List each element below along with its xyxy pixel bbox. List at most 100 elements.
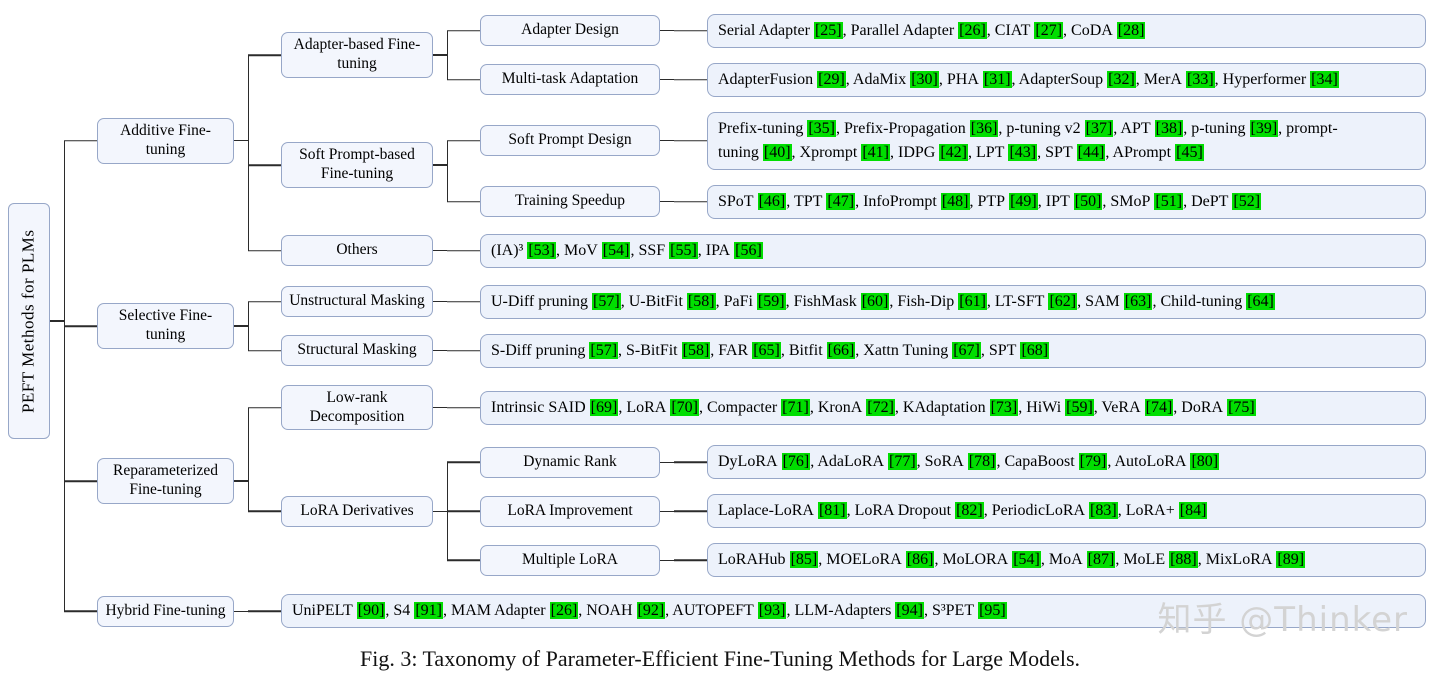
citation-link[interactable]: [26] <box>958 21 987 39</box>
citation-link[interactable]: [64] <box>1246 292 1275 310</box>
method-name: UniPELT <box>292 602 357 620</box>
citation-link[interactable]: [57] <box>589 341 619 359</box>
citation-link[interactable]: [65] <box>752 341 781 359</box>
node-soft-prompt-based-fine-tuning: Soft Prompt-based Fine-tuning <box>281 142 433 188</box>
citation-link[interactable]: [34] <box>1310 70 1339 88</box>
citation-link[interactable]: [60] <box>860 292 890 310</box>
citation-link[interactable]: [50] <box>1073 192 1103 210</box>
citation-link[interactable]: [91] <box>414 602 443 620</box>
citation-link[interactable]: [68] <box>1020 341 1050 359</box>
connector-line <box>660 200 674 203</box>
citation-link[interactable]: [94] <box>895 602 924 620</box>
citation-link[interactable]: [51] <box>1154 192 1184 210</box>
method-name: Xattn Tuning <box>863 341 953 359</box>
citation-link[interactable]: [25] <box>813 21 843 39</box>
citation-link[interactable]: [90] <box>356 602 386 620</box>
citation-link[interactable]: [70] <box>670 398 699 416</box>
citation-link[interactable]: [82] <box>955 502 984 520</box>
leaf-others: (IA)³ [53], MoV [54], SSF [55], IPA [56] <box>480 233 1426 268</box>
citation-link[interactable]: [79] <box>1078 453 1108 471</box>
citation-link[interactable]: [88] <box>1169 551 1198 569</box>
hybrid-children: UniPELT [90], S4 [91], MAM Adapter [26],… <box>248 594 1426 629</box>
citation-link[interactable]: [46] <box>757 192 787 210</box>
citation-link[interactable]: [83] <box>1089 502 1118 520</box>
citation-link[interactable]: [58] <box>686 292 716 310</box>
citation-link[interactable]: [26] <box>549 602 579 620</box>
tree-root-branch: PEFT Methods for PLMs Additive Fine-tuni… <box>8 4 1426 638</box>
method-name: APT <box>1120 119 1155 137</box>
connector-line <box>234 139 248 142</box>
citation-link[interactable]: [49] <box>1009 192 1038 210</box>
citation-link[interactable]: [59] <box>756 292 786 310</box>
citation-link[interactable]: [55] <box>669 241 698 259</box>
citation-link[interactable]: [56] <box>734 241 763 259</box>
citation-link[interactable]: [30] <box>910 70 939 88</box>
citation-link[interactable]: [62] <box>1048 292 1078 310</box>
branch-multiple-lora: Multiple LoRA LoRAHub [85], MOELoRA [86]… <box>446 525 1426 578</box>
citation-link[interactable]: [95] <box>978 602 1007 620</box>
branch-hybrid: Hybrid Fine-tuning UniPELT [90], S4 [91]… <box>63 576 1426 629</box>
citation-link[interactable]: [57] <box>592 292 621 310</box>
citation-link[interactable]: [66] <box>826 341 856 359</box>
citation-link[interactable]: [37] <box>1084 119 1114 137</box>
citation-link[interactable]: [93] <box>757 602 787 620</box>
citation-link[interactable]: [61] <box>958 292 987 310</box>
citation-link[interactable]: [76] <box>781 453 811 471</box>
citation-link[interactable]: [33] <box>1185 70 1215 88</box>
citation-link[interactable]: [72] <box>866 398 895 416</box>
citation-link[interactable]: [27] <box>1034 21 1064 39</box>
citation-link[interactable]: [42] <box>939 143 968 161</box>
citation-link[interactable]: [38] <box>1154 119 1184 137</box>
citation-link[interactable]: [29] <box>817 70 846 88</box>
citation-link[interactable]: [80] <box>1190 453 1220 471</box>
citation-link[interactable]: [89] <box>1276 551 1306 569</box>
citation-link[interactable]: [59] <box>1065 398 1094 416</box>
citation-link[interactable]: [41] <box>861 143 890 161</box>
citation-link[interactable]: [58] <box>681 341 711 359</box>
citation-link[interactable]: [53] <box>527 241 556 259</box>
citation-link[interactable]: [85] <box>789 551 819 569</box>
citation-link[interactable]: [71] <box>781 398 810 416</box>
citation-link[interactable]: [77] <box>888 453 917 471</box>
method-name: LLM-Adapters <box>794 602 896 620</box>
citation-link[interactable]: [48] <box>940 192 970 210</box>
citation-link[interactable]: [39] <box>1249 119 1279 137</box>
citation-link[interactable]: [40] <box>762 143 792 161</box>
citation-link[interactable]: [75] <box>1227 398 1256 416</box>
citation-link[interactable]: [54] <box>1012 551 1041 569</box>
citation-link[interactable]: [47] <box>826 192 856 210</box>
citation-link[interactable]: [35] <box>807 119 836 137</box>
citation-link[interactable]: [73] <box>989 398 1019 416</box>
method-name: SoRA <box>924 453 968 471</box>
method-name: DoRA <box>1181 398 1228 416</box>
branch-lora-derivatives: LoRA Derivatives Dynamic Rank DyLoRA [76… <box>247 427 1426 578</box>
node-multi-task-adaptation: Multi-task Adaptation <box>480 64 660 96</box>
citation-link[interactable]: [92] <box>636 602 666 620</box>
citation-link[interactable]: [69] <box>589 398 619 416</box>
citation-link[interactable]: [32] <box>1107 70 1136 88</box>
lora-derivatives-children: Dynamic Rank DyLoRA [76], AdaLoRA [77], … <box>446 445 1426 578</box>
citation-link[interactable]: [36] <box>969 119 999 137</box>
method-name: SPT <box>988 341 1021 359</box>
citation-link[interactable]: [63] <box>1123 292 1153 310</box>
citation-link[interactable]: [52] <box>1232 192 1262 210</box>
citation-link[interactable]: [43] <box>1008 143 1038 161</box>
method-name: AdaLoRA <box>817 453 888 471</box>
citation-link[interactable]: [67] <box>952 341 981 359</box>
method-name: Bitfit <box>788 341 827 359</box>
node-multiple-lora: Multiple LoRA <box>480 544 660 576</box>
citation-link[interactable]: [45] <box>1175 143 1204 161</box>
node-unstructural-masking: Unstructural Masking <box>281 286 433 318</box>
citation-link[interactable]: [84] <box>1178 502 1208 520</box>
citation-link[interactable]: [78] <box>967 453 997 471</box>
citation-link[interactable]: [86] <box>905 551 935 569</box>
citation-link[interactable]: [54] <box>601 241 631 259</box>
citation-link[interactable]: [28] <box>1116 21 1146 39</box>
citation-link[interactable]: [74] <box>1144 398 1174 416</box>
citation-link[interactable]: [31] <box>982 70 1012 88</box>
citation-link[interactable]: [87] <box>1086 551 1116 569</box>
citation-link[interactable]: [44] <box>1076 143 1106 161</box>
citation-link[interactable]: [81] <box>817 502 847 520</box>
connector-line <box>433 300 447 303</box>
method-name: S-BitFit <box>626 341 682 359</box>
